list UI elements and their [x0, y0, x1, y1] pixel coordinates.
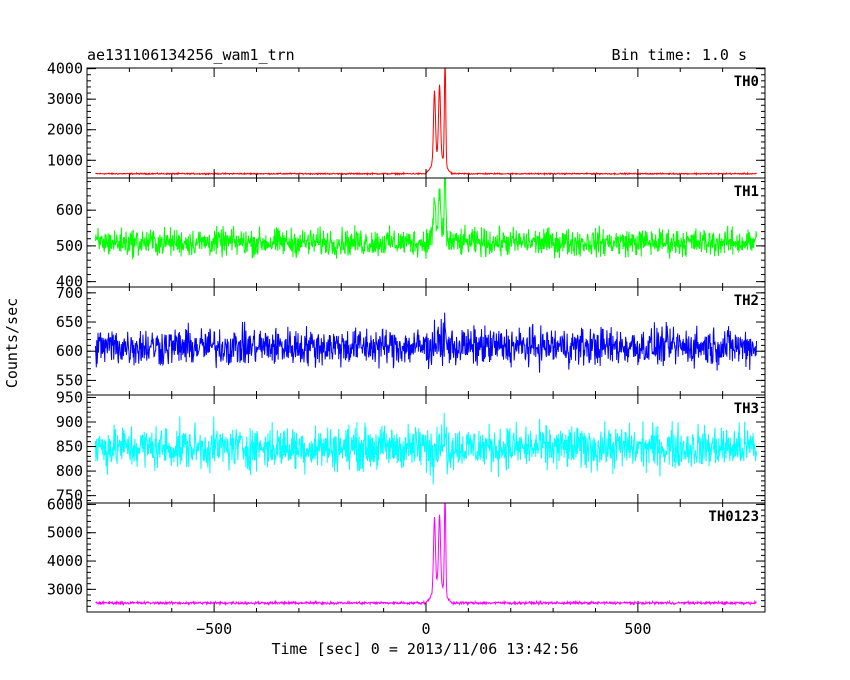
y-tick-label: 4000 — [47, 552, 83, 570]
panels-group: 1000 2000 3000 4000 TH0 400 500 600 TH1 550 600 650… — [47, 60, 766, 638]
series-line-th2 — [94, 312, 758, 373]
y-tick-label: 500 — [56, 237, 83, 255]
y-tick-label: 1000 — [47, 151, 83, 169]
bin-time-label: Bin time: 1.0 s — [612, 46, 747, 64]
panel-label: TH0123 — [708, 509, 759, 525]
panel-th0: 1000 2000 3000 4000 TH0 — [47, 60, 766, 179]
panel-label: TH1 — [734, 184, 759, 200]
y-tick-label: 900 — [56, 413, 83, 431]
panel-label: TH0 — [734, 74, 759, 90]
y-tick-label: 5000 — [47, 524, 83, 542]
y-tick-label: 650 — [56, 313, 83, 331]
chart-title: ae131106134256_wam1_trn — [87, 46, 295, 64]
x-tick-label: −500 — [196, 620, 232, 638]
y-axis-label: Counts/sec — [3, 298, 21, 388]
panel-th3: 750 800 850 900 950 TH3 — [56, 388, 766, 505]
y-tick-label: 4000 — [47, 60, 83, 78]
panel-th1: 400 500 600 TH1 — [56, 177, 766, 291]
y-tick-label: 600 — [56, 201, 83, 219]
y-tick-label: 800 — [56, 462, 83, 480]
panel-label: TH3 — [734, 401, 759, 417]
x-tick-label: 0 — [421, 620, 430, 638]
y-tick-label: 750 — [56, 487, 83, 505]
y-tick-label: 3000 — [47, 90, 83, 108]
y-tick-label: 2000 — [47, 121, 83, 139]
x-tick-label: 500 — [624, 620, 651, 638]
y-tick-label: 3000 — [47, 580, 83, 598]
panel-frame — [86, 502, 766, 613]
y-tick-label: 700 — [56, 284, 83, 302]
panel-label: TH2 — [734, 293, 759, 309]
y-tick-label: 600 — [56, 342, 83, 360]
panel-frame — [86, 67, 766, 179]
y-tick-label: 400 — [56, 273, 83, 291]
y-tick-label: 850 — [56, 438, 83, 456]
y-tick-label: 950 — [56, 388, 83, 406]
x-axis-label: Time [sec] 0 = 2013/11/06 13:42:56 — [271, 640, 578, 658]
panel-th0123: 3000 4000 5000 6000 TH0123 — [47, 495, 766, 613]
series-line-th1 — [94, 178, 758, 260]
y-tick-label: 550 — [56, 371, 83, 389]
panel-th2: 550 600 650 700 TH2 — [56, 284, 766, 396]
series-line-th3 — [94, 412, 758, 485]
y-tick-label: 6000 — [47, 495, 83, 513]
